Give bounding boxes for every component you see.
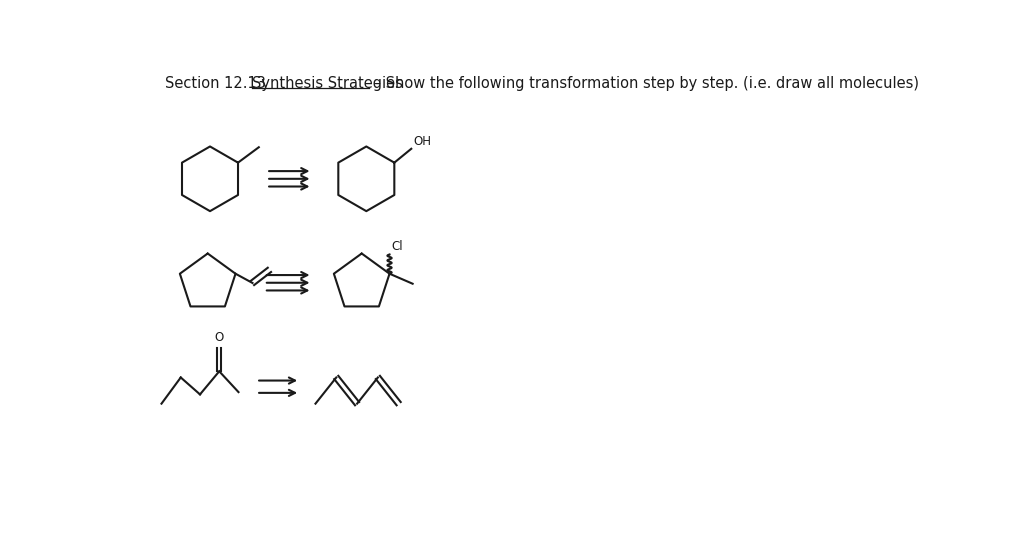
- Text: O: O: [215, 332, 224, 344]
- Text: OH: OH: [413, 135, 432, 148]
- Text: Synthesis Strategies: Synthesis Strategies: [252, 76, 403, 91]
- Text: Section 12.13: Section 12.13: [164, 76, 270, 91]
- Text: – Show the following transformation step by step. (i.e. draw all molecules): – Show the following transformation step…: [369, 76, 919, 91]
- Text: Cl: Cl: [391, 240, 403, 253]
